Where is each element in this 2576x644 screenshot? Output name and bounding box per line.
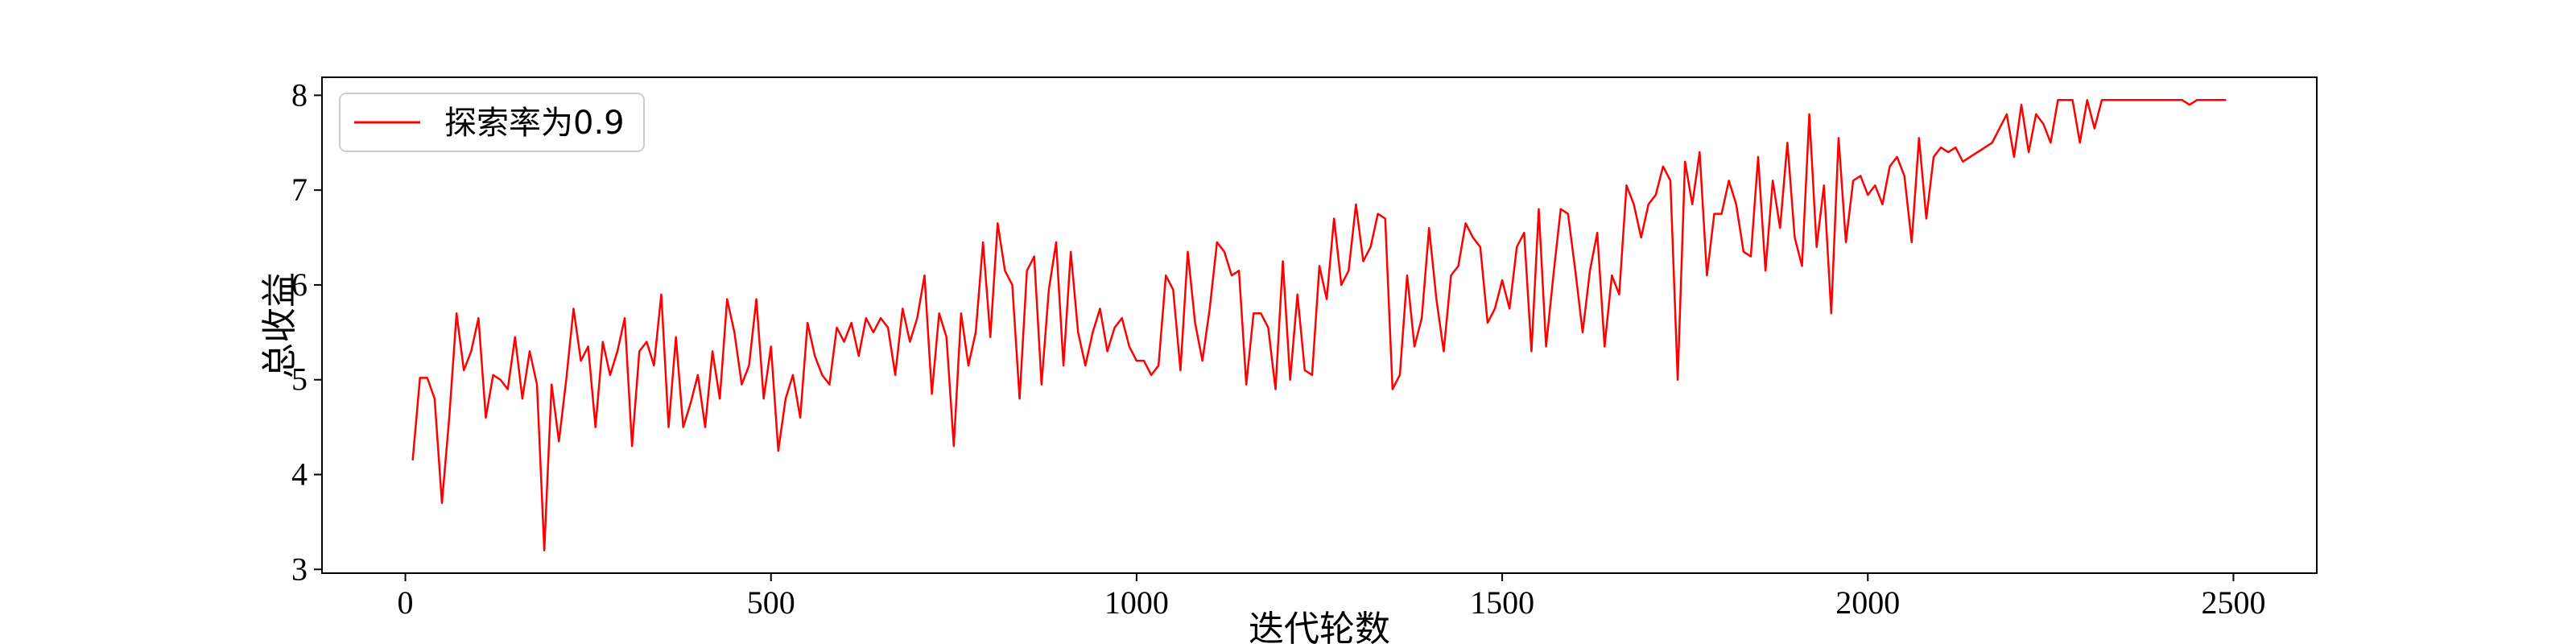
x-axis-label: 迭代轮数 bbox=[1249, 609, 1390, 644]
x-tick-label: 0 bbox=[398, 584, 414, 621]
x-tick-label: 1000 bbox=[1104, 584, 1169, 621]
y-tick-label: 5 bbox=[291, 361, 308, 398]
y-tick-label: 7 bbox=[291, 171, 308, 208]
x-tick-label: 2000 bbox=[1835, 584, 1900, 621]
legend-label: 探索率为0.9 bbox=[444, 105, 625, 142]
plot-area bbox=[411, 99, 2227, 551]
y-tick-label: 4 bbox=[291, 456, 308, 493]
x-tick-label: 500 bbox=[747, 584, 795, 621]
x-tick-label: 1500 bbox=[1470, 584, 1534, 621]
legend: 探索率为0.9 bbox=[339, 93, 645, 152]
y-tick-label: 8 bbox=[291, 76, 308, 113]
y-tick-label: 3 bbox=[291, 551, 308, 587]
data-line bbox=[411, 99, 2227, 551]
legend-frame bbox=[339, 93, 645, 152]
x-tick-label: 2500 bbox=[2201, 584, 2265, 621]
y-axis-label: 总收益 bbox=[259, 272, 300, 378]
y-tick-label: 6 bbox=[291, 266, 308, 303]
axes-frame bbox=[321, 76, 2318, 574]
